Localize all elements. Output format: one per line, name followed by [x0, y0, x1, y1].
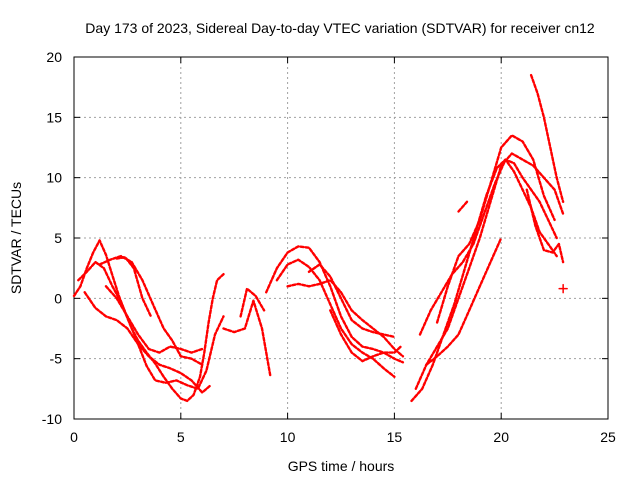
series-track-19	[457, 200, 469, 213]
series-track-6	[115, 256, 153, 318]
x-tick-label: 5	[177, 429, 185, 445]
y-tick-label: 5	[54, 230, 62, 246]
series-track-13	[329, 309, 402, 363]
data-series	[72, 73, 568, 403]
series-track-1	[72, 239, 225, 403]
plot-frame	[73, 56, 609, 420]
x-axis-label: GPS time / hours	[288, 458, 395, 474]
y-axis-label: SDTVAR / TECUs	[8, 182, 24, 294]
x-tick-label: 25	[600, 429, 616, 445]
y-tick-label: -10	[42, 411, 62, 427]
axis-ticks: 0 5 10 15 20 25 -10 -5 0 5 10 15 20	[42, 49, 616, 445]
series-track-10	[275, 258, 396, 378]
series-track-15	[414, 152, 565, 390]
series-track-12	[307, 263, 396, 339]
y-tick-label: 20	[46, 49, 62, 65]
chart-title: Day 173 of 2023, Sidereal Day-to-day VTE…	[85, 20, 595, 36]
x-tick-label: 0	[70, 429, 78, 445]
series-track-11	[286, 279, 405, 358]
isolated-point-marker	[558, 283, 568, 294]
grid-lines	[74, 57, 608, 419]
series-track-21	[525, 188, 565, 264]
y-tick-label: 15	[46, 109, 62, 125]
series-track-2	[77, 260, 225, 390]
series-track-3	[83, 291, 212, 394]
series-track-20	[529, 73, 565, 203]
y-tick-label: -5	[50, 351, 63, 367]
series-track-17	[425, 236, 503, 366]
series-track-8	[239, 287, 266, 318]
series-track-18	[435, 134, 556, 324]
series-track-4	[98, 254, 204, 366]
series-track-9	[265, 245, 405, 364]
series-track-5	[104, 285, 204, 354]
x-tick-label: 10	[280, 429, 296, 445]
y-tick-label: 10	[46, 170, 62, 186]
series-track-7	[222, 299, 272, 378]
x-tick-label: 15	[387, 429, 403, 445]
series-track-16	[418, 158, 558, 336]
y-tick-label: 0	[54, 290, 62, 306]
x-tick-label: 20	[493, 429, 509, 445]
